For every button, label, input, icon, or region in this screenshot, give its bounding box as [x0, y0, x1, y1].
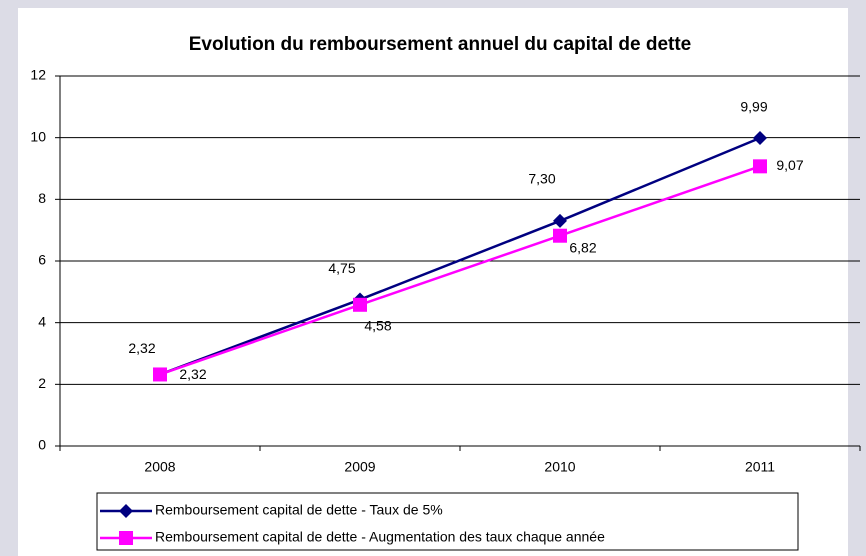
legend-box — [96, 492, 799, 551]
data-label: 9,07 — [776, 157, 803, 173]
data-point — [553, 228, 567, 243]
data-label: 6,82 — [569, 239, 596, 255]
data-label: 7,30 — [528, 171, 555, 187]
y-tick-label: 4 — [38, 313, 46, 329]
chart-title: Evolution du remboursement annuel du cap… — [189, 34, 692, 55]
chart-background — [18, 8, 848, 556]
legend-swatch-marker — [119, 531, 133, 545]
y-tick-label: 6 — [38, 252, 46, 268]
data-label: 9,99 — [740, 99, 767, 115]
x-tick-label: 2010 — [544, 459, 575, 475]
y-tick-label: 10 — [30, 128, 46, 144]
y-tick-label: 12 — [30, 67, 46, 83]
data-point — [153, 367, 167, 382]
data-label: 4,75 — [328, 260, 355, 276]
series-line — [159, 136, 761, 376]
data-point — [753, 159, 767, 174]
data-point — [353, 297, 367, 312]
data-label: 4,58 — [364, 317, 391, 333]
series-line — [159, 165, 761, 376]
data-point — [553, 213, 567, 228]
legend-label: Remboursement capital de dette - Augment… — [155, 529, 605, 545]
x-tick-label: 2008 — [144, 459, 175, 475]
x-tick-label: 2011 — [745, 459, 775, 475]
legend-label: Remboursement capital de dette - Taux de… — [155, 502, 443, 518]
data-label: 2,32 — [179, 366, 206, 382]
data-point — [753, 130, 767, 145]
x-tick-label: 2009 — [344, 459, 375, 475]
y-tick-label: 8 — [38, 190, 46, 206]
y-tick-label: 2 — [38, 375, 46, 391]
data-label: 2,32 — [128, 340, 155, 356]
legend-swatch-marker — [119, 504, 133, 518]
y-tick-label: 0 — [38, 437, 46, 453]
